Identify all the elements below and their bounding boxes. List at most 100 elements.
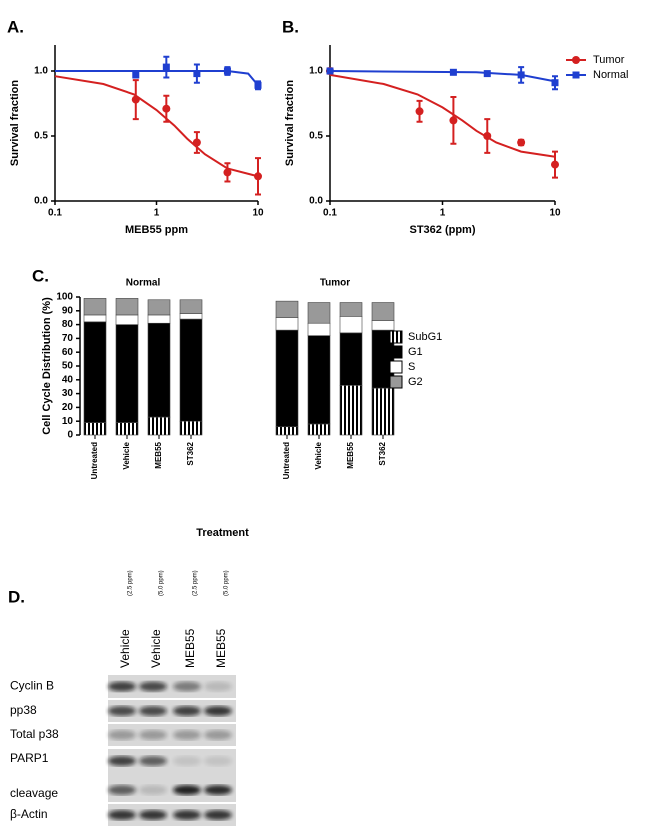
bar-segment xyxy=(83,298,107,316)
x-tick-label: MEB55 xyxy=(154,441,163,468)
row-label: pp38 xyxy=(10,703,37,717)
lane-dose: (5.0 ppm) xyxy=(224,570,230,596)
x-tick-label: 1 xyxy=(440,208,446,219)
row-label: Total p38 xyxy=(10,727,59,741)
x-tick-label: Vehicle xyxy=(122,441,131,469)
bar-segment xyxy=(147,416,171,436)
y-tick-label: 0 xyxy=(67,430,73,441)
data-point xyxy=(483,132,492,140)
group-label: Tumor xyxy=(320,278,350,289)
lane-label: Vehicle xyxy=(149,629,163,668)
legend-label: Normal xyxy=(593,69,628,81)
lane-label: Vehicle xyxy=(118,629,132,668)
blot-band xyxy=(139,785,167,795)
panel-letter: D. xyxy=(8,587,25,606)
x-axis-title: Treatment xyxy=(196,527,249,539)
data-point xyxy=(517,138,526,147)
bar-segment xyxy=(115,422,139,436)
blot-band xyxy=(204,730,232,740)
blot-strip xyxy=(108,675,236,698)
legend-label: S xyxy=(408,361,415,373)
bar-segment xyxy=(275,300,299,319)
x-axis-title: ST362 (ppm) xyxy=(409,224,475,236)
y-tick-label: 0.5 xyxy=(309,131,323,142)
y-tick-label: 100 xyxy=(56,292,73,303)
x-tick-label: Untreated xyxy=(282,442,291,479)
bar-segment xyxy=(307,423,331,436)
bar-segment xyxy=(179,318,203,422)
fit-curve xyxy=(329,70,556,83)
bar-segment xyxy=(307,335,331,425)
y-axis-title: Survival fraction xyxy=(9,80,21,166)
y-tick-label: 20 xyxy=(62,402,74,413)
row-label: PARP1 xyxy=(10,751,49,765)
bar-segment xyxy=(115,324,139,423)
blot-band xyxy=(108,785,136,795)
lane-dose: (2.5 ppm) xyxy=(128,570,134,596)
y-tick-label: 40 xyxy=(62,374,74,385)
blot-band xyxy=(108,706,136,716)
group-label: Normal xyxy=(126,278,161,289)
data-point xyxy=(192,138,201,147)
y-tick-label: 0.0 xyxy=(34,196,48,207)
bar-segment xyxy=(307,322,331,336)
bar-segment xyxy=(83,422,107,436)
row-label: β-Actin xyxy=(10,807,48,821)
bar-segment xyxy=(339,302,363,317)
blot-band xyxy=(108,810,136,820)
x-tick-label: 0.1 xyxy=(323,208,337,219)
legend-label: Tumor xyxy=(593,54,625,66)
blot-strip xyxy=(108,804,236,826)
data-point xyxy=(551,160,559,169)
fit-curve xyxy=(329,73,556,158)
data-point xyxy=(551,79,559,87)
data-point xyxy=(223,168,232,177)
data-point xyxy=(193,70,201,78)
bar-segment xyxy=(147,322,171,418)
data-point xyxy=(254,81,262,89)
legend-label: SubG1 xyxy=(408,331,442,343)
blot-band xyxy=(173,730,201,740)
y-axis-title: Survival fraction xyxy=(284,80,296,166)
legend-swatch xyxy=(389,360,403,374)
bar-segment xyxy=(275,426,299,436)
bar-segment xyxy=(339,385,363,436)
blot-strip xyxy=(108,724,236,746)
blot-band xyxy=(108,756,136,766)
data-point xyxy=(162,63,170,71)
y-tick-label: 0.0 xyxy=(309,196,323,207)
blot-band xyxy=(173,706,201,716)
panel-letter: A. xyxy=(7,17,24,36)
x-tick-label: Vehicle xyxy=(314,441,323,469)
blot-band xyxy=(139,730,167,740)
bar-segment xyxy=(371,387,395,436)
bar-segment xyxy=(115,314,139,325)
data-point xyxy=(326,67,334,75)
bar-segment xyxy=(307,302,331,324)
fit-curve xyxy=(55,70,259,86)
blot-band xyxy=(139,681,167,692)
legend-swatch xyxy=(389,345,403,359)
bar-segment xyxy=(115,298,139,316)
data-point xyxy=(449,116,458,125)
blot-band xyxy=(204,810,232,820)
x-tick-label: 0.1 xyxy=(48,208,62,219)
blot-band xyxy=(173,681,201,692)
blot-band xyxy=(173,810,201,820)
lane-dose: (5.0 ppm) xyxy=(159,570,165,596)
row-label: cleavage xyxy=(10,786,58,800)
bar-segment xyxy=(83,314,107,323)
x-tick-label: ST362 xyxy=(186,441,195,465)
lane-dose: (2.5 ppm) xyxy=(193,570,199,596)
blot-band xyxy=(139,810,167,820)
blot-band xyxy=(204,681,232,692)
bar-segment xyxy=(275,329,299,428)
legend-label: G1 xyxy=(408,346,423,358)
blot-band xyxy=(204,785,232,795)
data-point xyxy=(162,104,171,113)
legend-marker xyxy=(572,56,580,64)
bar-segment xyxy=(179,299,203,314)
legend-marker xyxy=(572,71,580,79)
y-tick-label: 80 xyxy=(62,319,74,330)
